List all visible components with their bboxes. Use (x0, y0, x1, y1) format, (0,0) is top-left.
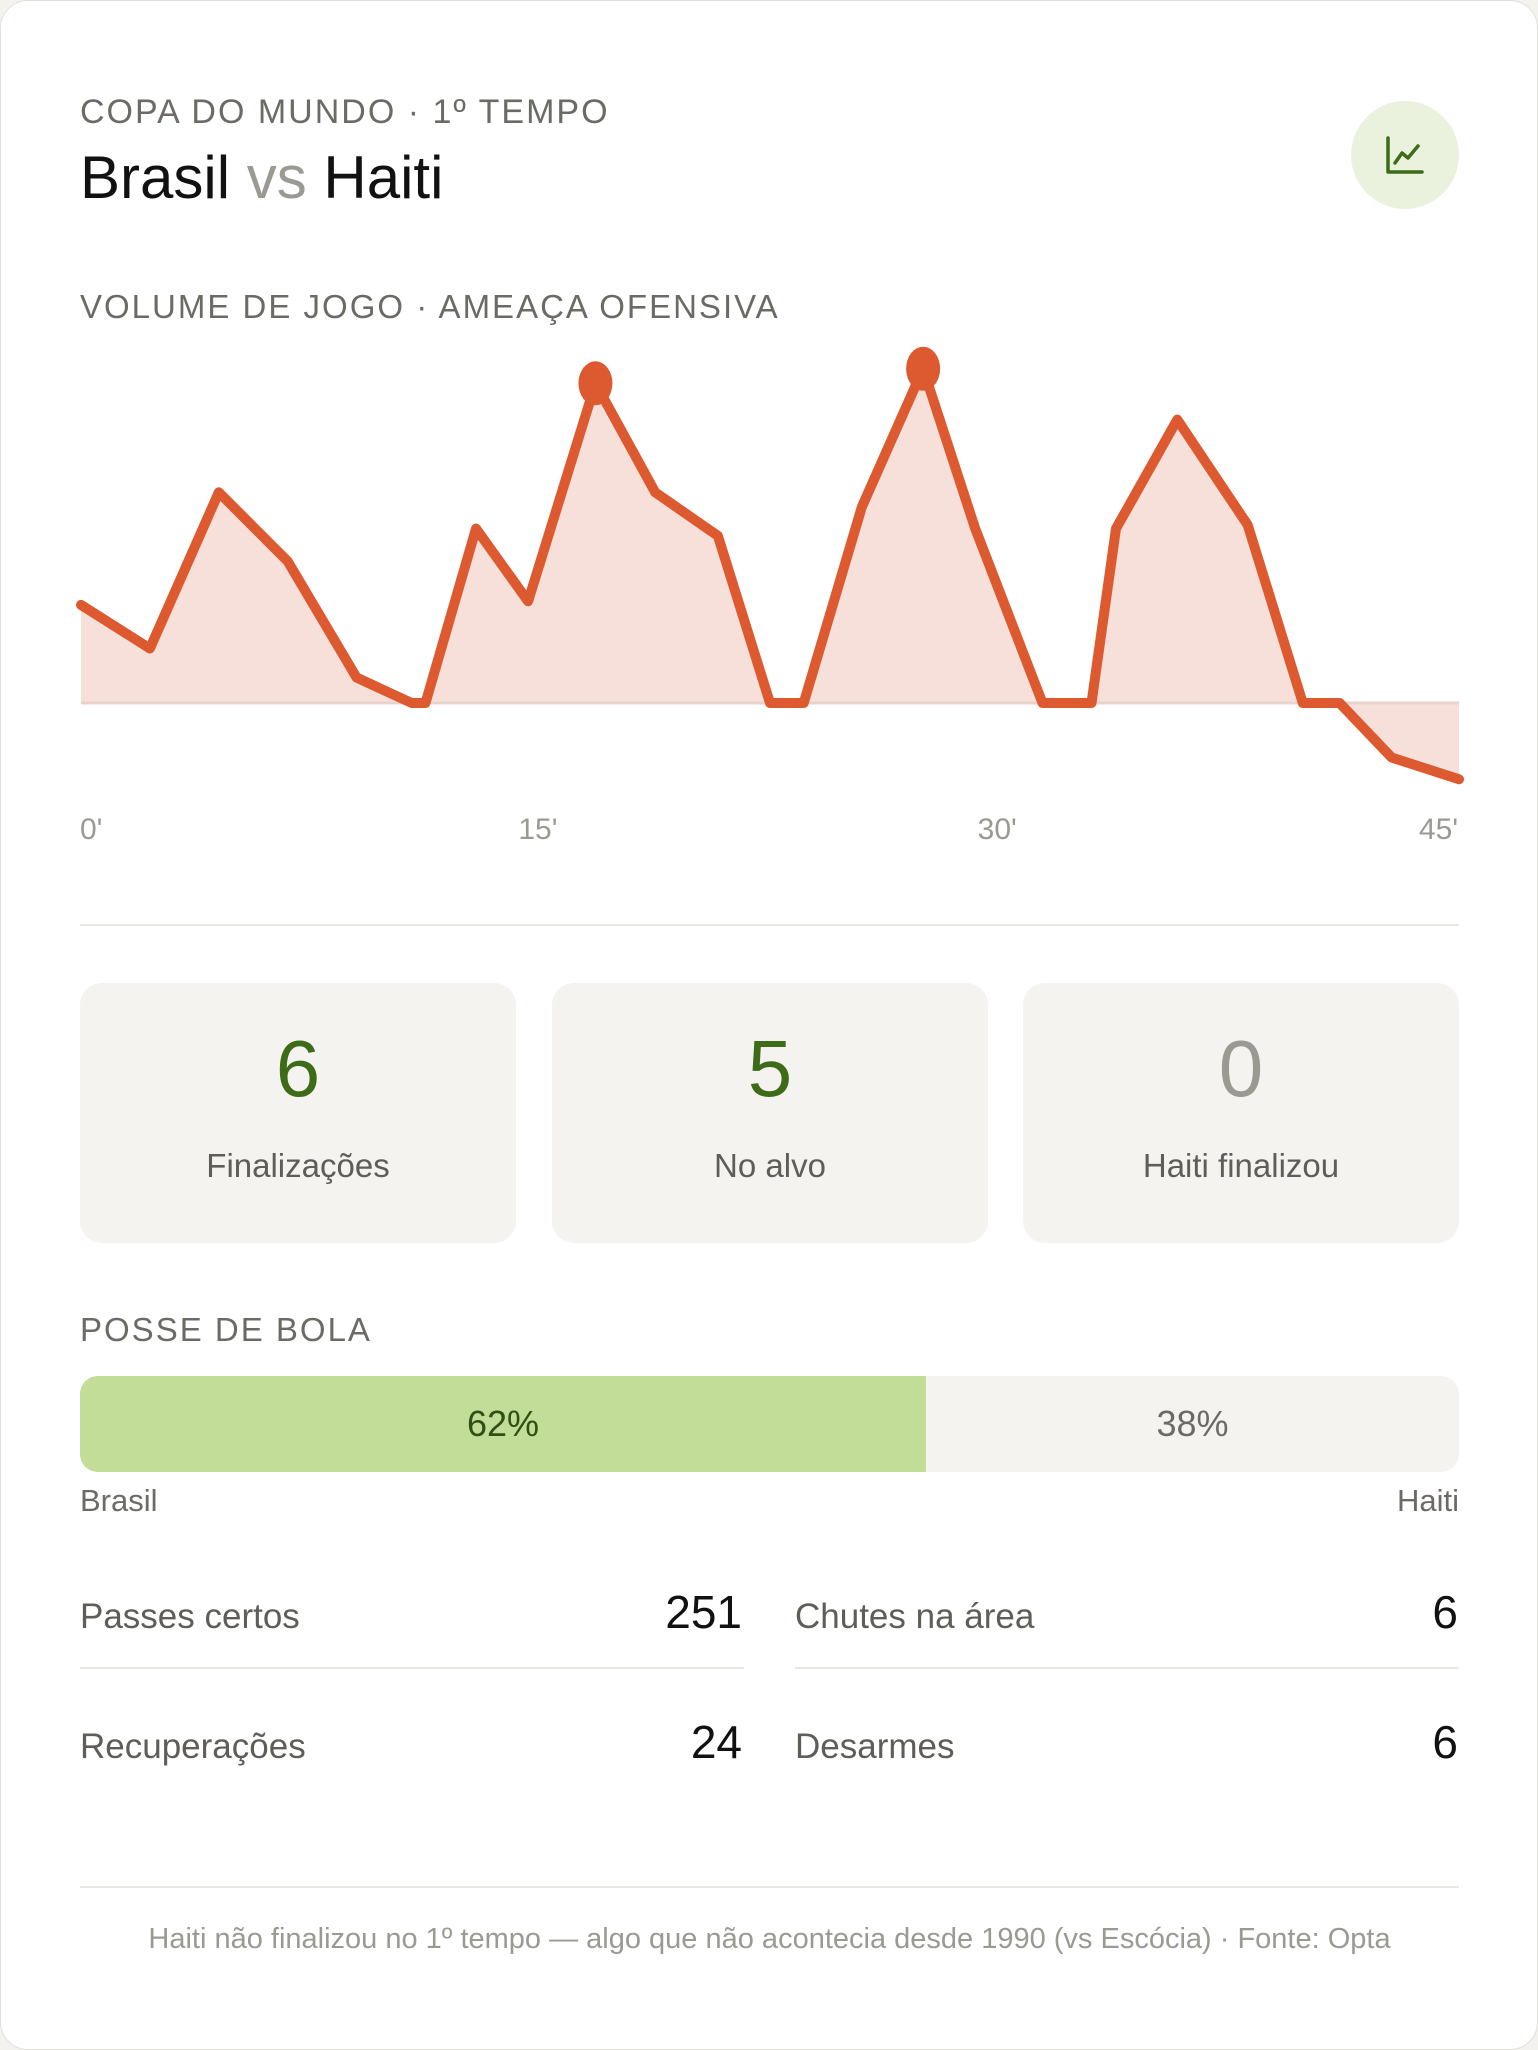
possession-label: POSSE DE BOLA (80, 1311, 372, 1348)
stat-card-on-target: 5 No alvo (552, 983, 988, 1243)
detail-label-box-shots: Chutes na área (795, 1597, 1035, 1636)
section-divider (80, 924, 1459, 926)
chart-view-button[interactable] (1351, 101, 1459, 209)
stat-value: 0 (1218, 1024, 1264, 1113)
stat-label: No alvo (714, 1147, 826, 1184)
stat-card-shots: 6 Finalizações (80, 983, 516, 1243)
stat-value: 6 (275, 1024, 321, 1113)
stat-label: Finalizações (206, 1147, 390, 1184)
x-tick-label: 45' (1419, 813, 1459, 846)
row-divider (795, 1667, 1459, 1669)
possession-home-fill: 62% (80, 1376, 926, 1472)
detail-value-recoveries: 24 (690, 1716, 742, 1768)
x-tick-label: 30' (977, 813, 1017, 846)
detail-label-recoveries: Recuperações (80, 1727, 306, 1766)
threat-area-fill (81, 368, 1459, 780)
threat-series-line (76, 363, 1464, 785)
threat-area-chart (76, 346, 1464, 785)
home-team-name: Brasil (80, 144, 231, 211)
detail-value-passes: 251 (665, 1586, 742, 1638)
detail-label-tackles: Desarmes (795, 1727, 955, 1766)
row-divider (80, 1667, 744, 1669)
detail-label-passes: Passes certos (80, 1597, 300, 1636)
detail-value-box-shots: 6 (1432, 1586, 1458, 1638)
vs-label: vs (246, 144, 307, 211)
stat-value: 5 (747, 1024, 793, 1113)
peak-marker (578, 361, 613, 406)
x-tick-label: 0' (80, 813, 103, 846)
possession-away-segment: 38% (1156, 1403, 1229, 1444)
match-title: Brasil vs Haiti (80, 143, 443, 212)
possession-home-team: Brasil (80, 1483, 158, 1518)
stat-label: Haiti finalizou (1142, 1147, 1340, 1184)
stat-card-haiti-shots: 0 Haiti finalizou (1023, 983, 1459, 1243)
footer-divider (80, 1886, 1459, 1888)
detail-value-tackles: 6 (1432, 1716, 1458, 1768)
line-chart-icon (1386, 136, 1424, 174)
peak-marker (906, 346, 941, 391)
footer-note: Haiti não finalizou no 1º tempo — algo q… (148, 1923, 1391, 1955)
possession-away-team: Haiti (1396, 1483, 1459, 1518)
chart-section-label: VOLUME DE JOGO · AMEAÇA OFENSIVA (80, 288, 780, 325)
x-tick-label: 15' (518, 813, 558, 846)
competition-label: COPA DO MUNDO · 1º TEMPO (80, 93, 610, 131)
possession-bar: 62% 38% (80, 1376, 1459, 1472)
away-team-name: Haiti (323, 144, 444, 211)
